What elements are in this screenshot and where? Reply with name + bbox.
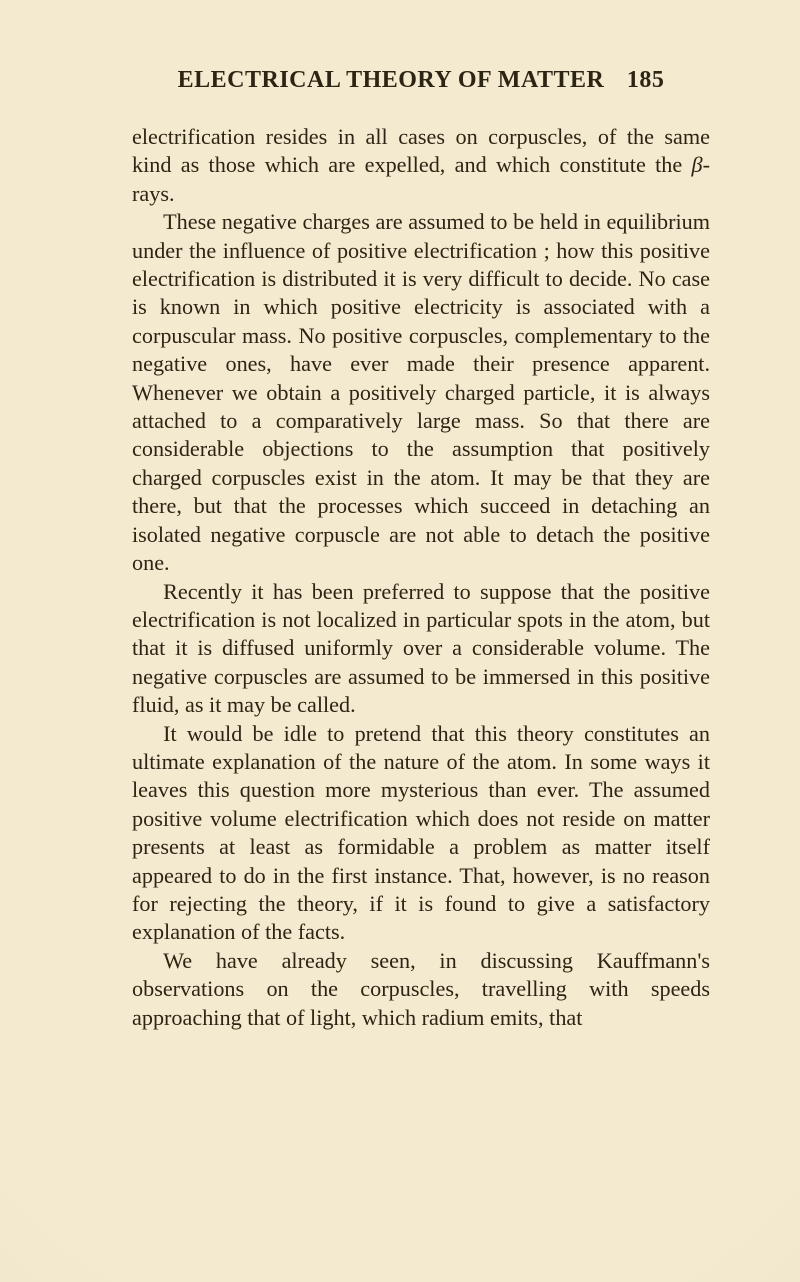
paragraph-4: It would be idle to pretend that this th… bbox=[132, 720, 710, 947]
paragraph-3: Recently it has been preferred to suppos… bbox=[132, 578, 710, 720]
para1-part-a: electrification resides in all cases on … bbox=[132, 124, 710, 177]
paragraph-2: These negative charges are assumed to be… bbox=[132, 208, 710, 577]
page-number: 185 bbox=[627, 67, 665, 93]
body-text: electrification resides in all cases on … bbox=[132, 123, 710, 1032]
beta-symbol: β bbox=[692, 152, 703, 177]
paragraph-5: We have already seen, in discussing Kauf… bbox=[132, 947, 710, 1032]
paragraph-1: electrification resides in all cases on … bbox=[132, 123, 710, 208]
running-title: ELECTRICAL THEORY OF MATTER bbox=[178, 67, 605, 93]
book-page: ELECTRICAL THEORY OF MATTER 185 electrif… bbox=[0, 0, 800, 1282]
running-head: ELECTRICAL THEORY OF MATTER 185 bbox=[132, 58, 710, 95]
